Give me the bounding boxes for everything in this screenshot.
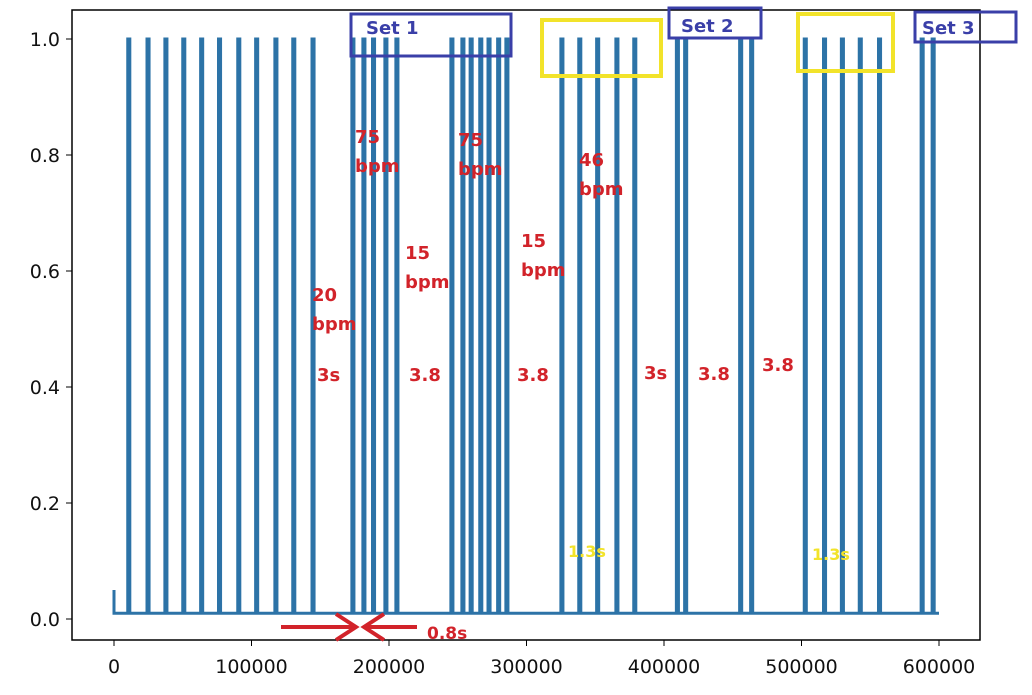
rate-label: 75 bbox=[458, 130, 483, 151]
signal-pulse bbox=[218, 39, 221, 613]
signal-pulse bbox=[450, 39, 453, 613]
y-tick-label: 0.4 bbox=[30, 377, 60, 399]
duration-label: 3.8 bbox=[517, 365, 549, 386]
y-tick-label: 0.6 bbox=[30, 261, 60, 283]
arrow-label: 0.8s bbox=[427, 624, 467, 644]
short-gap-label: 1.3s bbox=[812, 545, 850, 564]
signal-pulse bbox=[461, 39, 464, 613]
rate-label: 46 bbox=[579, 150, 604, 171]
duration-annotations: 3s 3.8 3.8 3s 3.8 3.8 bbox=[317, 355, 794, 386]
rate-label: bpm bbox=[312, 314, 357, 335]
duration-label: 3.8 bbox=[409, 365, 441, 386]
rate-label: bpm bbox=[405, 272, 450, 293]
signal-pulse bbox=[372, 39, 375, 613]
rate-label: bpm bbox=[355, 156, 400, 177]
duration-label: 3s bbox=[644, 363, 667, 384]
signal-pulse bbox=[127, 39, 130, 613]
signal-pulse bbox=[292, 39, 295, 613]
signal-pulse bbox=[560, 39, 563, 613]
rate-annotations: 20 bpm 75 bpm 15 bpm 75 bpm 15 bpm 46 bp… bbox=[312, 127, 624, 335]
signal-pulse bbox=[182, 39, 185, 613]
signal-pulse bbox=[878, 39, 881, 613]
x-tick-label: 0 bbox=[108, 656, 120, 678]
signal-pulse bbox=[487, 39, 490, 613]
signal-pulse bbox=[274, 39, 277, 613]
set-1-label: Set 1 bbox=[366, 18, 419, 39]
y-tick-label: 0.2 bbox=[30, 493, 60, 515]
y-axis: 0.0 0.2 0.4 0.6 0.8 1.0 bbox=[30, 29, 72, 631]
y-tick-label: 0.8 bbox=[30, 145, 60, 167]
signal-pulse bbox=[750, 39, 753, 613]
x-axis: 0 100000 200000 300000 400000 500000 600… bbox=[108, 640, 975, 678]
signal-pulse bbox=[823, 39, 826, 613]
rate-label: 20 bbox=[312, 285, 337, 306]
signal-pulse bbox=[164, 39, 167, 613]
signal-trace-group bbox=[114, 39, 939, 613]
signal-pulse bbox=[362, 39, 365, 613]
signal-pulse bbox=[858, 39, 861, 613]
rate-label: bpm bbox=[579, 179, 624, 200]
signal-pulse bbox=[578, 39, 581, 613]
signal-pulse bbox=[920, 39, 923, 613]
rate-label: 15 bbox=[405, 243, 430, 264]
signal-pulse bbox=[596, 39, 599, 613]
rate-label: 75 bbox=[355, 127, 380, 148]
set-3-label: Set 3 bbox=[922, 18, 975, 39]
x-tick-label: 400000 bbox=[628, 656, 701, 678]
signal-pulse bbox=[615, 39, 618, 613]
y-tick-label: 1.0 bbox=[30, 29, 60, 51]
signal-pulse bbox=[395, 39, 398, 613]
signal-pulse bbox=[497, 39, 500, 613]
signal-pulse bbox=[684, 39, 687, 613]
signal-pulse bbox=[739, 39, 742, 613]
duration-label: 3s bbox=[317, 365, 340, 386]
signal-pulse bbox=[255, 39, 258, 613]
signal-pulse bbox=[469, 39, 472, 613]
signal-pulse bbox=[803, 39, 806, 613]
signal-pulse bbox=[840, 39, 843, 613]
signal-pulse bbox=[200, 39, 203, 613]
signal-pulse bbox=[479, 39, 482, 613]
short-gap-label: 1.3s bbox=[568, 542, 606, 561]
duration-label: 3.8 bbox=[762, 355, 794, 376]
signal-pulse bbox=[505, 39, 508, 613]
rate-label: bpm bbox=[521, 260, 566, 281]
rate-label: bpm bbox=[458, 159, 503, 180]
signal-pulse bbox=[237, 39, 240, 613]
x-tick-label: 600000 bbox=[903, 656, 976, 678]
rate-label: 15 bbox=[521, 231, 546, 252]
x-tick-label: 200000 bbox=[353, 656, 426, 678]
set-2-label: Set 2 bbox=[681, 16, 734, 37]
x-tick-label: 500000 bbox=[765, 656, 838, 678]
signal-pulse bbox=[931, 39, 934, 613]
y-tick-label: 0.0 bbox=[30, 609, 60, 631]
signal-pulse bbox=[633, 39, 636, 613]
duration-label: 3.8 bbox=[698, 364, 730, 385]
x-tick-label: 300000 bbox=[490, 656, 563, 678]
signal-pulse bbox=[146, 39, 149, 613]
signal-pulse bbox=[675, 39, 678, 613]
x-tick-label: 100000 bbox=[215, 656, 288, 678]
signal-pulse bbox=[384, 39, 387, 613]
